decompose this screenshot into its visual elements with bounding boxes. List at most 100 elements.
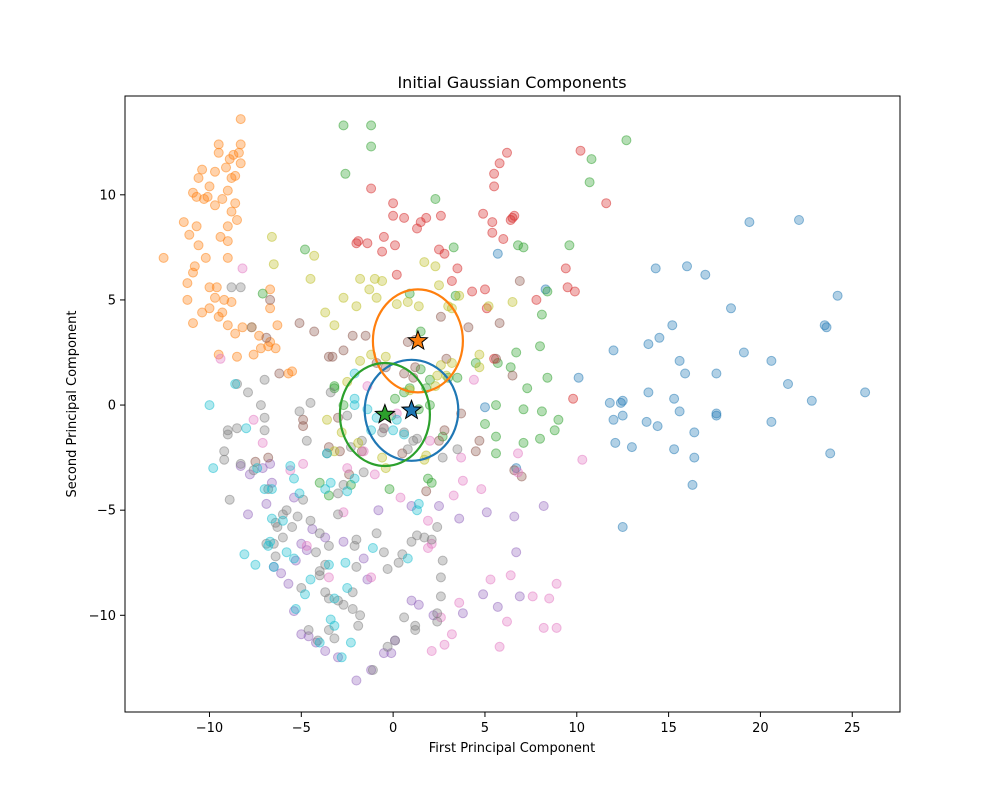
scatter-point bbox=[210, 292, 220, 303]
scatter-point bbox=[439, 425, 450, 436]
scatter-point bbox=[219, 454, 230, 465]
scatter-point bbox=[513, 467, 523, 478]
scatter-point bbox=[239, 549, 250, 560]
scatter-point bbox=[424, 435, 435, 446]
scatter-point bbox=[378, 547, 389, 558]
scatter-point bbox=[230, 379, 241, 389]
scatter-point bbox=[314, 570, 325, 581]
scatter-point bbox=[426, 477, 437, 488]
scatter-point bbox=[204, 303, 215, 314]
scatter-point bbox=[246, 322, 257, 333]
scatter-point bbox=[263, 452, 274, 463]
scatter-point bbox=[314, 477, 325, 488]
scatter-point bbox=[250, 559, 261, 570]
scatter-point bbox=[290, 604, 301, 614]
scatter-point bbox=[382, 564, 393, 574]
scatter-point bbox=[322, 448, 332, 459]
scatter-point bbox=[604, 397, 615, 408]
scatter-point bbox=[222, 429, 233, 440]
scatter-point bbox=[456, 452, 467, 463]
scatter-point bbox=[498, 234, 509, 244]
scatter-point bbox=[211, 282, 222, 293]
scatter-point bbox=[380, 351, 391, 362]
scatter-point bbox=[213, 147, 224, 158]
scatter-point bbox=[272, 522, 283, 532]
scatter-point bbox=[454, 597, 465, 608]
scatter-point bbox=[327, 351, 338, 362]
scatter-point bbox=[711, 368, 722, 379]
chart-title: Initial Gaussian Components bbox=[397, 73, 626, 92]
x-tick-label: 15 bbox=[660, 721, 677, 736]
scatter-point bbox=[285, 461, 296, 471]
scatter-point bbox=[369, 273, 380, 284]
scatter-point bbox=[305, 574, 316, 585]
scatter-point bbox=[210, 200, 220, 211]
scatter-point bbox=[224, 494, 235, 505]
scatter-point bbox=[268, 561, 279, 572]
scatter-point bbox=[667, 320, 678, 331]
scatter-point bbox=[257, 437, 268, 448]
scatter-point bbox=[535, 341, 545, 352]
scatter-point bbox=[230, 198, 241, 209]
scatter-point bbox=[226, 206, 237, 217]
scatter-point bbox=[794, 215, 804, 225]
scatter-point bbox=[478, 589, 489, 600]
scatter-point bbox=[544, 593, 555, 604]
scatter-point bbox=[434, 435, 444, 446]
scatter-point bbox=[421, 212, 432, 223]
scatter-point bbox=[241, 423, 252, 434]
scatter-point bbox=[446, 358, 457, 368]
scatter-point bbox=[860, 387, 871, 398]
scatter-point bbox=[468, 374, 479, 385]
scatter-point bbox=[435, 210, 446, 221]
scatter-point bbox=[265, 284, 276, 295]
scatter-point bbox=[507, 297, 518, 307]
scatter-point bbox=[292, 511, 303, 522]
scatter-point bbox=[314, 528, 325, 539]
scatter-point bbox=[322, 414, 332, 425]
scatter-point bbox=[314, 637, 325, 648]
scatter-point bbox=[266, 231, 277, 242]
scatter-point bbox=[601, 198, 612, 209]
scatter-point bbox=[641, 416, 652, 427]
scatter-point bbox=[323, 572, 334, 583]
x-tick-label: −10 bbox=[196, 721, 223, 736]
scatter-point bbox=[485, 574, 496, 585]
scatter-point bbox=[257, 288, 268, 299]
scatter-point bbox=[434, 280, 444, 291]
y-tick-label: 5 bbox=[108, 293, 116, 308]
scatter-point bbox=[366, 120, 377, 131]
scatter-point bbox=[320, 307, 331, 318]
scatter-point bbox=[338, 507, 349, 518]
scatter-point bbox=[283, 578, 294, 589]
scatter-point bbox=[351, 534, 362, 545]
scatter-point bbox=[480, 284, 490, 295]
scatter-point bbox=[669, 393, 680, 404]
scatter-point bbox=[610, 437, 621, 448]
scatter-point bbox=[266, 513, 277, 524]
scatter-point bbox=[489, 168, 500, 179]
scatter-point bbox=[553, 414, 564, 425]
scatter-point bbox=[377, 246, 388, 257]
scatter-point bbox=[342, 486, 353, 497]
scatter-point bbox=[340, 557, 351, 568]
scatter-point bbox=[338, 120, 349, 131]
scatter-point bbox=[806, 395, 817, 406]
scatter-point bbox=[542, 286, 553, 297]
scatter-point bbox=[219, 294, 230, 305]
scatter-point bbox=[674, 355, 685, 366]
scatter-point bbox=[766, 355, 777, 366]
component-ellipse bbox=[338, 361, 431, 468]
scatter-point bbox=[480, 419, 490, 429]
scatter-point bbox=[358, 467, 369, 478]
scatter-point bbox=[182, 278, 193, 289]
scatter-point bbox=[367, 543, 378, 553]
scatter-point bbox=[254, 330, 265, 341]
scatter-point bbox=[551, 578, 562, 589]
scatter-point bbox=[650, 263, 661, 274]
scatter-point bbox=[197, 164, 208, 175]
scatter-point bbox=[323, 559, 334, 570]
scatter-point bbox=[235, 458, 246, 469]
scatter-point bbox=[439, 639, 450, 650]
